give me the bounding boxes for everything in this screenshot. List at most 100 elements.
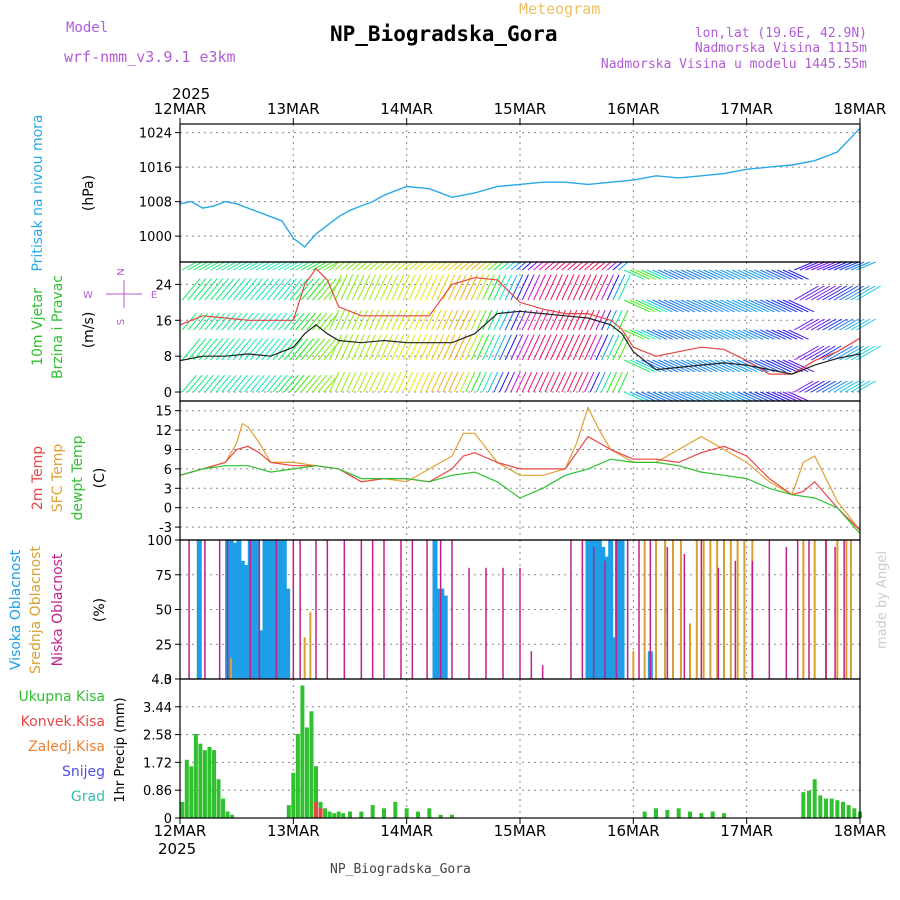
wind-barb	[675, 269, 696, 280]
wind-barb	[720, 329, 741, 340]
wind-barb	[703, 269, 724, 280]
cloud-bar-2	[315, 540, 317, 679]
wind-barb	[788, 329, 809, 340]
cloud-bar-0	[439, 588, 445, 679]
wind-barb	[686, 391, 707, 402]
wind-barb	[658, 359, 684, 373]
cloud-bar-0	[603, 556, 609, 679]
wind-barb	[204, 261, 220, 271]
wind-barb	[629, 391, 651, 402]
cloud-bar-2	[541, 665, 544, 679]
cloud-bar-2	[360, 540, 363, 679]
year-label-top: 2025	[172, 85, 210, 103]
wind-barb	[255, 312, 271, 331]
wind-barb	[425, 309, 436, 331]
cloud-bar-1	[679, 540, 682, 679]
cloud-bar-1	[802, 540, 805, 679]
wind-barb	[397, 334, 410, 361]
wind-barb	[714, 329, 736, 340]
cloud-bar-1	[736, 540, 739, 679]
cloud-bar-2	[717, 567, 720, 679]
wind-barb	[368, 334, 382, 361]
wind-barb	[493, 274, 507, 301]
wind-barb	[703, 391, 724, 402]
wind-barb	[527, 261, 538, 271]
cloud-bar-2	[451, 540, 453, 679]
wind-barb	[822, 380, 842, 393]
wind-barb	[726, 299, 752, 313]
wind-barb	[516, 261, 527, 271]
wind-barb	[578, 261, 589, 271]
wind-barb	[720, 269, 741, 280]
wind-barb	[408, 371, 419, 393]
precip-bar-0	[309, 711, 314, 818]
wind-barb	[227, 312, 243, 331]
x-label-bottom: 12MAR	[154, 822, 207, 840]
wind-barb	[380, 371, 391, 393]
wind-barb	[465, 261, 476, 271]
wind-barb	[340, 334, 354, 361]
ytick-label-precip: 3.44	[143, 701, 172, 716]
wind-barb	[493, 261, 504, 271]
wind-barb	[663, 299, 690, 313]
cloud-bar-2	[400, 540, 402, 679]
wind-barb	[658, 391, 679, 402]
wind-barb	[805, 261, 825, 271]
wind-barb	[368, 261, 379, 271]
wind-barb	[351, 334, 365, 361]
wind-barb	[811, 380, 831, 393]
cloud-bar-2	[808, 540, 810, 679]
cloud-bar-2	[485, 567, 487, 679]
precip-bar-0	[699, 813, 704, 818]
wind-barb	[646, 359, 673, 373]
wind-barb	[385, 371, 397, 393]
wind-barb	[487, 309, 499, 331]
wind-barb	[748, 299, 775, 313]
cloud-bar-0	[281, 540, 287, 679]
ytick-label-temp: 3	[164, 482, 172, 497]
wind-barb	[221, 374, 237, 393]
x-label-bottom: 15MAR	[494, 822, 547, 840]
cloud-bar-2	[666, 546, 669, 679]
wind-barb	[771, 269, 792, 280]
wind-barb	[839, 261, 859, 271]
cloud-bar-2	[751, 560, 754, 679]
precip-bar-0	[393, 801, 398, 818]
wind-barb	[487, 274, 501, 301]
cloud-bar-2	[785, 546, 788, 679]
wind-barb	[845, 318, 865, 331]
wind-barb	[561, 274, 575, 301]
model-label: Model	[66, 20, 109, 36]
wind-barb	[459, 274, 473, 301]
wind-barb	[510, 334, 524, 361]
precip-bar-0	[291, 772, 296, 818]
wind-barb	[839, 318, 859, 331]
wind-barb	[368, 309, 380, 331]
wind-barb	[249, 374, 265, 393]
wind-barb	[635, 299, 662, 313]
x-label-top: 18MAR	[834, 100, 887, 118]
wind-barb	[555, 334, 569, 361]
wind-speed-line	[179, 310, 861, 375]
cloud-bar-0	[432, 540, 438, 679]
wind-barb	[204, 312, 220, 331]
wind-barb	[686, 299, 713, 313]
ytick-label-wind: 16	[155, 314, 172, 329]
wind-barb	[391, 274, 405, 301]
wind-barb	[652, 329, 673, 340]
cloud-bar-1	[723, 540, 725, 679]
wind-barb	[289, 261, 305, 271]
wind-barb	[232, 312, 248, 331]
cloud-bar-0	[592, 540, 598, 679]
wind-barb	[300, 374, 316, 393]
precip-bar-0	[654, 808, 658, 818]
wind-barb	[272, 278, 292, 301]
wind-barb	[538, 261, 549, 271]
wind-barb	[799, 261, 820, 271]
wind-barb	[816, 380, 837, 393]
wind-barb	[374, 274, 388, 301]
cloud-bar-1	[643, 540, 646, 679]
wind-barb	[794, 261, 814, 271]
precip-bar-0	[180, 801, 185, 818]
station-title: NP_Biogradska_Gora	[330, 22, 558, 46]
